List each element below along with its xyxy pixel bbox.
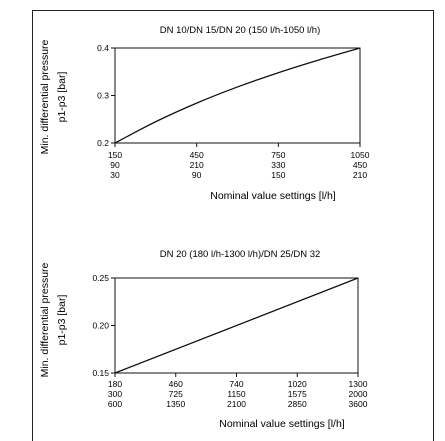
chart2-xtick-label: 1575 [288, 389, 307, 399]
chart2-xtick-label: 460 [169, 379, 183, 389]
chart1-xtick-label: 90 [192, 170, 202, 180]
chart1-title: DN 10/DN 15/DN 20 (150 l/h-1050 l/h) [160, 25, 321, 36]
chart2-ylabel-line1: Min. differential pressure [39, 262, 51, 377]
chart2-xtick-label: 600 [108, 399, 122, 409]
figure-frame [32, 10, 434, 441]
chart2-xtick-label: 300 [108, 389, 122, 399]
chart2-xtick-label: 1350 [166, 399, 185, 409]
chart1-xtick-label: 210 [353, 170, 367, 180]
chart2-ytick-label: 0.25 [92, 273, 109, 283]
chart1-ytick-label: 0.4 [97, 43, 109, 53]
chart2-xtick-label: 2000 [349, 389, 368, 399]
chart1-xtick-label: 450 [190, 150, 204, 160]
chart2-xlabel: Nominal value settings [l/h] [219, 418, 345, 430]
chart2-xtick-label: 3600 [349, 399, 368, 409]
chart1-ytick-label: 0.3 [97, 91, 109, 101]
chart1-xtick-label: 90 [110, 160, 120, 170]
chart2-title: DN 20 (180 l/h-1300 l/h)/DN 25/DN 32 [160, 249, 321, 260]
chart1-xtick-label: 150 [271, 170, 285, 180]
chart1-xtick-label: 30 [110, 170, 120, 180]
chart2-series-line [114, 277, 359, 374]
chart1-xtick-label: 210 [190, 160, 204, 170]
chart1-plot-area [114, 47, 361, 144]
chart2-xtick-label: 725 [169, 389, 183, 399]
chart2-ytick-label: 0.15 [92, 368, 109, 378]
chart2-xtick-label: 1150 [227, 389, 246, 399]
chart1-marks: 0.20.30.41509030450210907503301501050450… [97, 43, 370, 180]
chart1-xtick-label: 330 [271, 160, 285, 170]
chart2-xtick-label: 1300 [349, 379, 368, 389]
chart1-ylabel-line1: Min. differential pressure [39, 39, 51, 154]
chart2-xtick-label: 1020 [288, 379, 307, 389]
chart1-xtick-label: 750 [271, 150, 285, 160]
chart1-ylabel-line2: p1-p3 [bar] [56, 72, 68, 123]
chart2-xtick-label: 180 [108, 379, 122, 389]
chart1-xtick-label: 150 [108, 150, 122, 160]
chart2-xtick-label: 2850 [288, 399, 307, 409]
chart2-xtick-label: 740 [229, 379, 243, 389]
chart1-ytick-label: 0.2 [97, 138, 109, 148]
chart2-ylabel-line2: p1-p3 [bar] [56, 295, 68, 346]
chart1-xtick-label: 450 [353, 160, 367, 170]
chart1-xtick-label: 1050 [351, 150, 370, 160]
chart1-series-line [114, 47, 361, 144]
chart2-ytick-label: 0.20 [92, 321, 109, 331]
chart1-xlabel: Nominal value settings [l/h] [210, 190, 336, 202]
chart2-xtick-label: 2100 [227, 399, 246, 409]
